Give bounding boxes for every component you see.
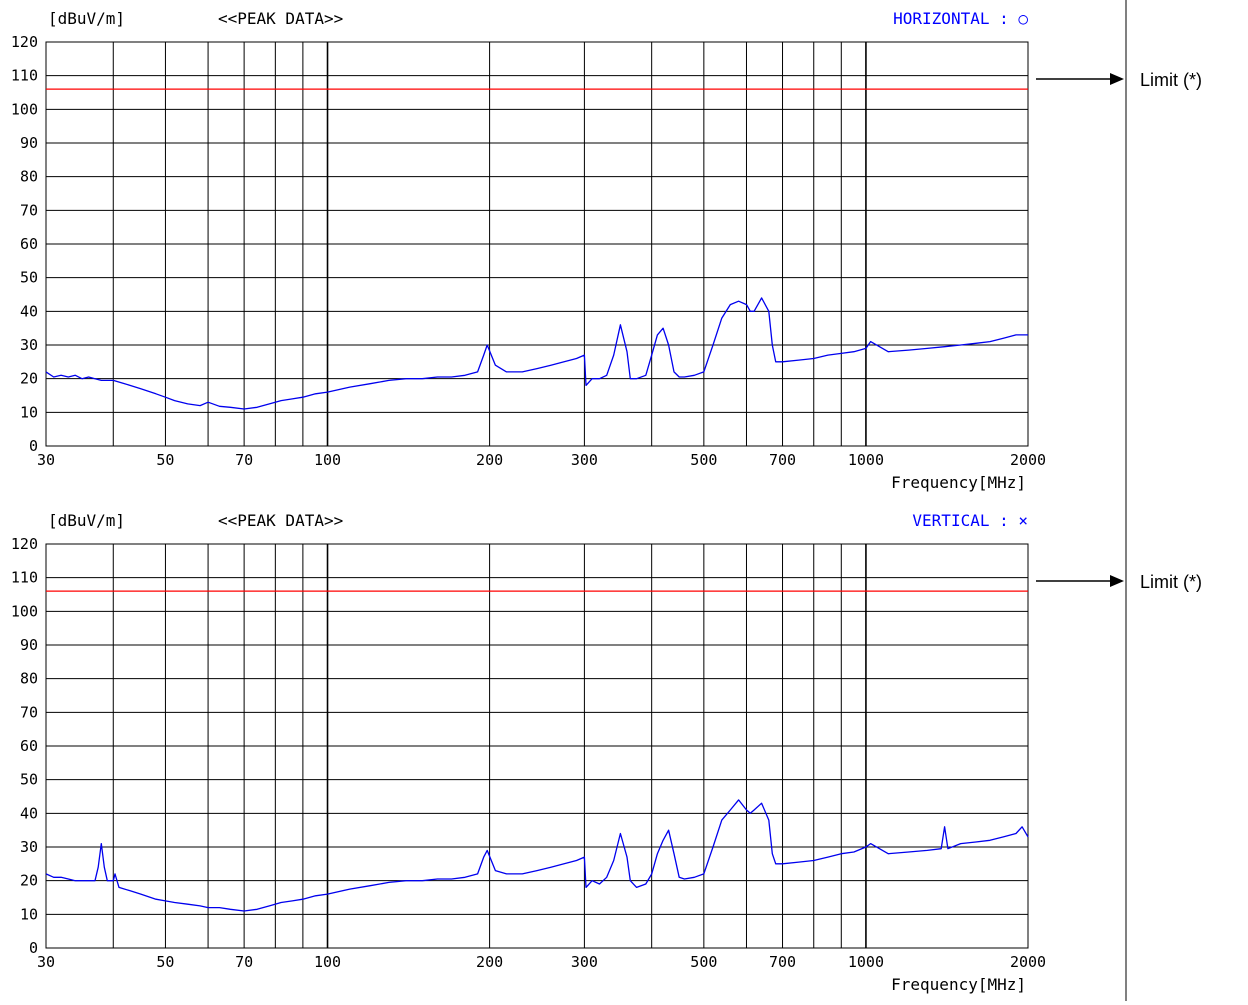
x-tick-label: 50 [156,451,174,469]
y-tick-label: 80 [20,670,38,688]
y-tick-label: 50 [20,269,38,287]
chart-title: <<PEAK DATA>> [218,9,343,28]
x-tick-label: 70 [235,953,253,971]
limit-label-bg [1127,559,1248,605]
y-tick-label: 90 [20,636,38,654]
y-tick-label: 10 [20,905,38,923]
limit-arrow-head-icon [1110,73,1124,85]
y-tick-label: 120 [11,33,38,51]
y-tick-label: 70 [20,201,38,219]
y-tick-label: 60 [20,235,38,253]
x-tick-label: 100 [314,451,341,469]
x-tick-label: 50 [156,953,174,971]
polarization-label: HORIZONTAL : ○ [893,9,1028,28]
x-tick-label: 300 [571,451,598,469]
y-tick-label: 100 [11,602,38,620]
y-tick-label: 120 [11,535,38,553]
y-tick-label: 70 [20,703,38,721]
x-tick-label: 2000 [1010,451,1046,469]
y-tick-label: 60 [20,737,38,755]
limit-annotation: Limit (*) [1036,62,1248,108]
y-tick-label: 90 [20,134,38,152]
x-tick-label: 30 [37,953,55,971]
y-tick-label: 0 [29,437,38,455]
x-tick-label: 1000 [848,953,884,971]
y-tick-label: 100 [11,100,38,118]
x-axis-label: Frequency[MHz] [891,473,1026,492]
limit-annotation: Limit (*) [1036,559,1248,605]
x-tick-label: 100 [314,953,341,971]
horizontal-peak-chart: [dBuV/m] <<PEAK DATA>> HORIZONTAL : ○ Fr… [11,9,1248,492]
x-tick-label: 500 [690,953,717,971]
x-tick-label: 70 [235,451,253,469]
y-tick-label: 80 [20,168,38,186]
y-tick-label: 30 [20,838,38,856]
y-tick-label: 20 [20,370,38,388]
x-tick-label: 200 [476,953,503,971]
x-tick-label: 30 [37,451,55,469]
limit-label: Limit (*) [1140,70,1202,90]
chart-title: <<PEAK DATA>> [218,511,343,530]
y-tick-label: 110 [11,569,38,587]
y-tick-label: 40 [20,302,38,320]
x-tick-label: 1000 [848,451,884,469]
x-axis-label: Frequency[MHz] [891,975,1026,994]
y-tick-label: 30 [20,336,38,354]
x-tick-label: 500 [690,451,717,469]
x-tick-label: 300 [571,953,598,971]
y-tick-label: 50 [20,771,38,789]
y-tick-label: 110 [11,67,38,85]
y-tick-label: 0 [29,939,38,957]
x-tick-label: 2000 [1010,953,1046,971]
y-tick-label: 10 [20,403,38,421]
limit-arrow-head-icon [1110,575,1124,587]
limit-label-bg [1127,62,1248,108]
x-tick-label: 200 [476,451,503,469]
x-tick-label: 700 [769,953,796,971]
polarization-label: VERTICAL : × [912,511,1028,530]
y-tick-label: 20 [20,872,38,890]
vertical-peak-chart: [dBuV/m] <<PEAK DATA>> VERTICAL : × Freq… [11,511,1248,994]
y-tick-label: 40 [20,804,38,822]
peak-trace-line [45,799,1029,912]
limit-label: Limit (*) [1140,572,1202,592]
peak-trace-line [45,297,1028,410]
x-tick-label: 700 [769,451,796,469]
unit-label: [dBuV/m] [48,511,125,530]
unit-label: [dBuV/m] [48,9,125,28]
